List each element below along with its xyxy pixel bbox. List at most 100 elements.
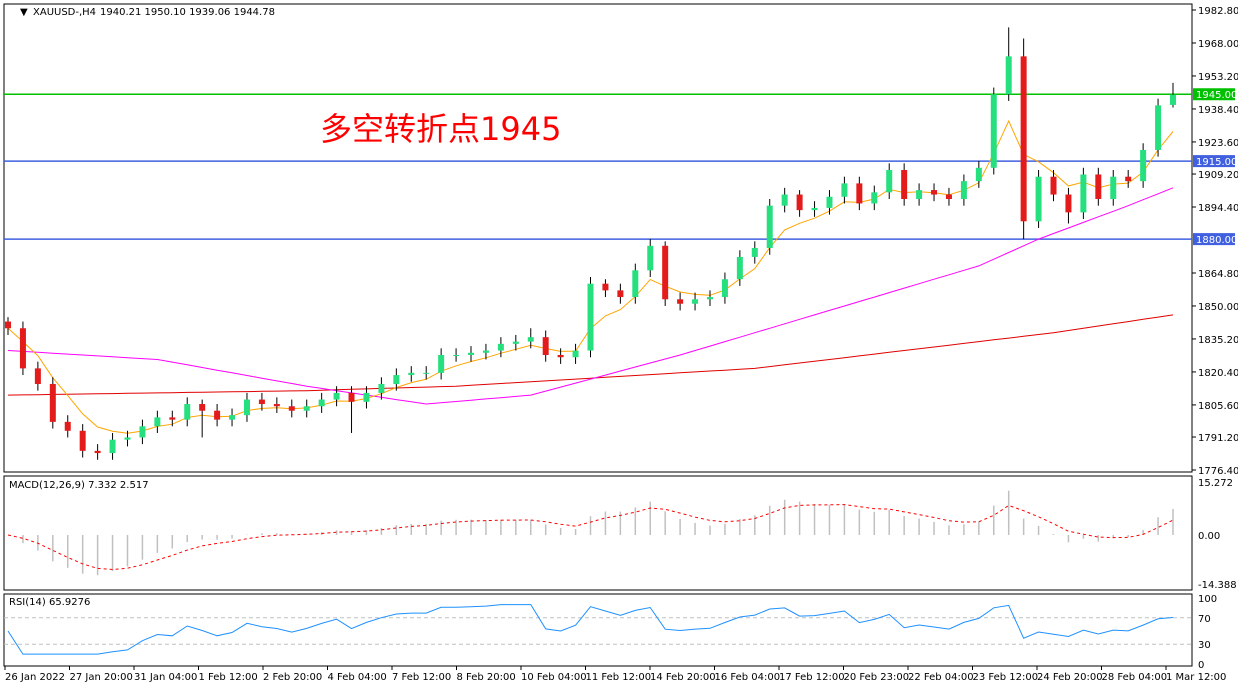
bull-candle <box>781 194 788 206</box>
bull-candle <box>527 337 534 342</box>
rsi-line <box>7 604 1174 655</box>
level-price-tag <box>1193 155 1235 168</box>
bull-candle <box>184 404 191 420</box>
x-tick-label: 16 Feb 04:00 <box>715 672 781 683</box>
bear-candle <box>1065 194 1072 213</box>
bull-candle <box>1035 176 1042 222</box>
bull-candle <box>587 283 594 351</box>
bull-candle <box>721 279 728 298</box>
bull-candle <box>751 248 758 257</box>
bull-candle <box>975 167 982 182</box>
macd-y-label: -14.388 <box>1198 580 1237 591</box>
symbol-label: XAUUSD-,H4 <box>33 7 96 18</box>
x-tick-label: 26 Jan 2022 <box>5 672 65 683</box>
y-tick-label: 1791.20 <box>1198 433 1238 444</box>
y-tick-label: 1776.40 <box>1198 466 1238 477</box>
bull-candle <box>363 392 370 402</box>
y-tick-label: 1835.20 <box>1198 335 1238 346</box>
bear-candle <box>34 368 41 384</box>
bull-candle <box>990 94 997 168</box>
macd-signal-line <box>7 504 1174 571</box>
bear-candle <box>542 337 549 355</box>
bear-candle <box>348 392 355 402</box>
bull-candle <box>408 372 415 376</box>
bear-candle <box>1020 56 1027 222</box>
bull-candle <box>1170 94 1176 105</box>
bear-candle <box>288 406 295 411</box>
y-tick-label: 1968.00 <box>1198 39 1238 50</box>
bull-candle <box>303 406 310 411</box>
bull-candle <box>482 350 489 353</box>
bull-candle <box>1140 149 1147 182</box>
x-tick-label: 10 Feb 04:00 <box>521 672 587 683</box>
ma-magenta-line <box>7 187 1174 405</box>
bull-candle <box>572 350 579 358</box>
bull-candle <box>811 207 818 211</box>
bull-candle <box>497 343 504 351</box>
y-tick-label: 1805.60 <box>1198 401 1238 412</box>
bear-candle <box>94 450 101 454</box>
bull-candle <box>438 355 445 373</box>
bear-candle <box>1125 176 1132 182</box>
bull-candle <box>916 190 923 199</box>
y-tick-label: 1953.20 <box>1198 72 1238 83</box>
y-tick-label: 1909.20 <box>1198 170 1238 181</box>
bear-candle <box>1095 174 1102 199</box>
x-tick-label: 20 Feb 23:00 <box>844 672 910 683</box>
bear-candle <box>169 417 176 420</box>
bull-candle <box>453 355 460 356</box>
x-tick-label: 4 Feb 04:00 <box>328 672 387 683</box>
y-tick-label: 1820.40 <box>1198 368 1238 379</box>
bull-candle <box>706 297 713 300</box>
x-tick-label: 17 Feb 12:00 <box>779 672 845 683</box>
rsi-pane-border <box>3 593 1193 667</box>
bull-candle <box>960 181 967 199</box>
bear-candle <box>79 430 86 451</box>
ma-red-line <box>7 314 1174 396</box>
x-tick-label: 11 Feb 12:00 <box>586 672 652 683</box>
bear-candle <box>273 404 280 407</box>
bull-candle <box>692 299 699 304</box>
bull-candle <box>871 192 878 204</box>
bull-candle <box>841 183 848 197</box>
y-tick-label: 1982.80 <box>1198 6 1238 17</box>
x-tick-label: 7 Feb 12:00 <box>392 672 451 683</box>
bull-candle <box>766 205 773 249</box>
bull-candle <box>318 399 325 407</box>
level-price-tag <box>1193 233 1235 246</box>
bull-candle <box>243 399 250 416</box>
y-tick-label: 1850.00 <box>1198 302 1238 313</box>
x-tick-label: 22 Feb 04:00 <box>908 672 974 683</box>
bear-candle <box>945 194 952 199</box>
bull-candle <box>1005 56 1012 95</box>
x-tick-label: 23 Feb 12:00 <box>973 672 1039 683</box>
collapse-arrow-icon[interactable]: ▼ <box>20 7 28 18</box>
bull-candle <box>423 372 430 374</box>
bear-candle <box>677 299 684 304</box>
level-price-label: 1945.00 <box>1196 90 1237 101</box>
level-price-label: 1880.00 <box>1196 235 1237 246</box>
bull-candle <box>736 256 743 280</box>
bear-candle <box>557 355 564 358</box>
x-tick-label: 24 Feb 20:00 <box>1037 672 1103 683</box>
bull-candle <box>229 415 236 420</box>
bear-candle <box>856 183 863 204</box>
bull-candle <box>632 270 639 298</box>
bull-candle <box>512 341 519 344</box>
macd-y-label: 15.272 <box>1198 478 1233 489</box>
bull-candle <box>109 439 116 454</box>
bull-candle <box>154 417 161 427</box>
bear-candle <box>617 290 624 298</box>
bear-candle <box>931 190 938 195</box>
x-tick-label: 31 Jan 04:00 <box>134 672 197 683</box>
level-price-tag <box>1193 88 1235 101</box>
bull-candle <box>826 196 833 208</box>
rsi-y-label: 70 <box>1198 614 1211 625</box>
x-tick-label: 8 Feb 20:00 <box>457 672 516 683</box>
main-pane-border <box>3 3 1193 473</box>
level-price-label: 1915.00 <box>1196 157 1237 168</box>
bull-candle <box>1110 176 1117 199</box>
bull-candle <box>393 375 400 384</box>
